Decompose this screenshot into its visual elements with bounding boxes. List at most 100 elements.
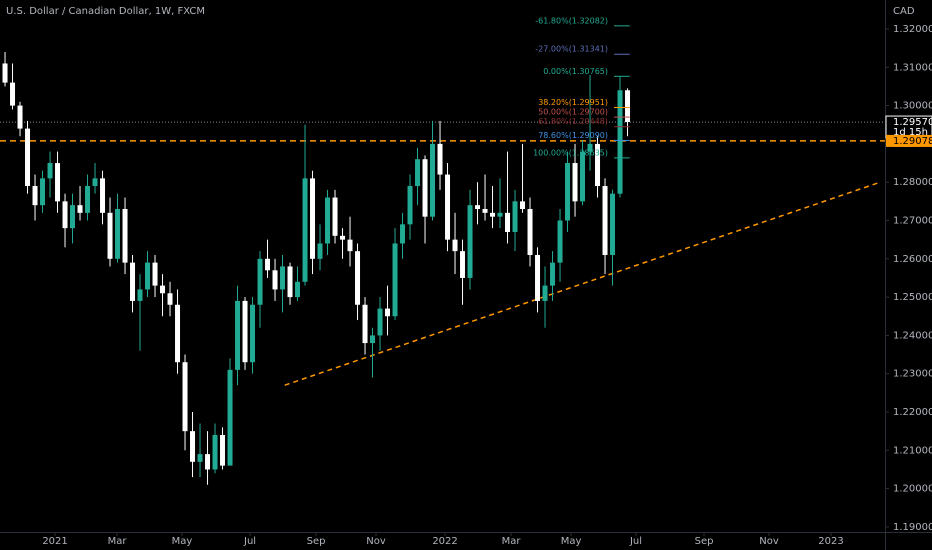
x-tick-label: 2022 [432,536,457,547]
candle-body [452,239,458,252]
candle-body [407,186,413,225]
fib-label: -27.00%(1.31341) [535,45,608,54]
candle-body [587,143,593,152]
y-tick-label: 1.24000 [893,330,932,341]
candle-body [482,209,488,213]
candle-body [302,178,308,282]
candle-body [460,251,466,278]
candle-body [167,293,173,305]
candle-body [280,266,286,290]
candle-body [602,186,608,255]
x-tick-label: Jul [629,536,642,547]
x-tick-label: Sep [695,536,714,547]
candle-body [490,212,496,217]
candle-body [272,270,278,290]
fib-label: 78.60%(1.29090) [538,131,608,140]
candle-body [85,186,91,213]
candle-body [115,209,121,259]
candle-body [535,254,541,301]
chart-title: U.S. Dollar / Canadian Dollar, 1W, FXCM [6,6,205,17]
candle-body [377,308,383,336]
trendline [284,181,881,386]
candle-body [527,209,533,255]
candle-body [145,262,151,290]
candle-body [295,281,301,298]
candle-body [242,300,248,363]
candle-body [2,63,8,83]
y-tick-label: 1.19000 [893,522,932,533]
fib-label: -61.80%(1.32082) [535,16,608,25]
candle-body [617,90,623,194]
candle-body [190,431,196,462]
x-tick-label: Nov [759,536,779,547]
x-tick-label: Jul [243,536,256,547]
y-tick-label: 1.21000 [893,445,932,456]
fib-label: 50.00%(1.29700) [538,108,608,117]
y-tick-label: 1.30000 [893,101,932,112]
candle-body [385,308,391,317]
candle-body [595,143,601,187]
y-tick-label: 1.26000 [893,254,932,265]
candle-body [265,258,271,271]
candle-body [257,258,263,305]
y-tick-label: 1.28000 [893,177,932,188]
candle-body [55,163,61,202]
price-tag-label: 1.29078 [893,136,932,147]
candle-body [62,201,68,229]
x-tick-label: Nov [366,536,386,547]
candle-body [235,300,241,370]
candle-body [107,212,113,259]
candle-body [505,212,511,232]
candle-body [122,209,128,263]
candle-body [475,205,481,210]
y-tick-label: 1.31000 [893,62,932,73]
candle-body [355,251,361,305]
candle-body [340,235,346,240]
fib-label: 38.20%(1.29951) [538,98,608,107]
candle-body [100,178,106,213]
candle-body [317,243,323,259]
y-tick-label: 1.32000 [893,24,932,35]
candle-body [362,304,368,344]
y-tick-label: 1.22000 [893,407,932,418]
x-tick-label: 2021 [42,536,67,547]
candle-body [430,143,436,217]
y-tick-label: 1.27000 [893,215,932,226]
candle-body [227,369,233,466]
y-axis-label: CAD [893,6,915,17]
candle-body [400,224,406,244]
candle-body [550,262,556,286]
candle-body [497,212,503,217]
candle-body [205,454,211,470]
candle-body [422,159,428,217]
candle-body [557,220,563,263]
candle-body [512,201,518,232]
candle-body [197,454,203,462]
candle-body [137,289,143,301]
candle-body [175,304,181,363]
candle-body [610,193,616,255]
candle-body [347,239,353,252]
candle-body [580,151,586,202]
candle-body [130,262,136,301]
candle-body [250,304,256,363]
candle-body [445,174,451,240]
y-tick-label: 1.20000 [893,484,932,495]
price-tag [886,134,932,147]
candle-body [287,266,293,298]
countdown-label: 1d 15h [893,127,928,138]
candle-body [437,143,443,175]
candle-body [467,205,473,278]
candle-body [220,434,226,466]
candle-body [10,82,16,106]
candle-body [625,90,631,123]
x-tick-label: Sep [307,536,326,547]
candle-body [182,362,188,432]
candle-body [160,285,166,294]
x-tick-label: Mar [502,536,522,547]
candle-body [572,163,578,202]
candle-body [370,335,376,344]
price-tag-label: 1.29570 [893,117,932,128]
candle-body [152,262,158,286]
candle-body [47,163,53,179]
